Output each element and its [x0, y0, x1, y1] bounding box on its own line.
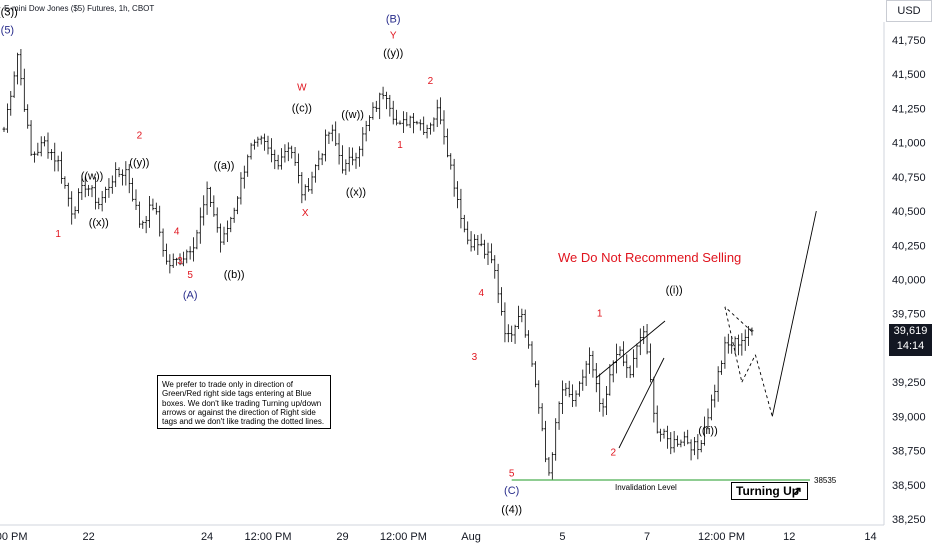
wave-label: (C)	[504, 485, 519, 497]
time-tick-label: 7	[644, 531, 650, 543]
wedge-lower-line	[618, 357, 665, 449]
price-tick-label: 38,500	[892, 480, 926, 492]
wave-label: ((w))	[81, 171, 104, 183]
invalidation-value: 38535	[814, 476, 837, 485]
currency-selector[interactable]: USD	[886, 0, 932, 22]
time-tick-label: 12:00 PM	[698, 531, 745, 543]
wave-label: (A)	[183, 289, 198, 301]
price-tick-label: 39,000	[892, 411, 926, 423]
last-price-tag: 39,619 14:14	[889, 324, 932, 356]
time-tick-label: 14	[864, 531, 876, 543]
time-tick-label: 24	[201, 531, 213, 543]
wave-label: ((4))	[501, 504, 522, 516]
bar-countdown: 14:14	[896, 340, 925, 352]
wave-label: 4	[478, 288, 484, 299]
time-tick-label: 12	[783, 531, 795, 543]
invalidation-label: Invalidation Level	[615, 483, 677, 492]
projection-dotted-segment	[741, 354, 756, 383]
price-tick-label: 40,000	[892, 275, 926, 287]
wave-label: Y	[390, 31, 397, 42]
wave-label: 2	[610, 448, 616, 459]
last-price: 39,619	[893, 325, 928, 337]
price-tick-label: 39,250	[892, 377, 926, 389]
wave-label: (5)	[1, 24, 14, 36]
price-tick-label: 40,250	[892, 240, 926, 252]
time-tick-label: Aug	[461, 531, 481, 543]
candles	[2, 48, 754, 480]
wave-label: ((3))	[0, 6, 18, 18]
price-tick-label: 41,750	[892, 35, 926, 47]
time-tick-label: 5	[559, 531, 565, 543]
time-tick-label: 12:00 PM	[0, 531, 28, 543]
time-tick-label: 22	[82, 531, 94, 543]
price-tick-label: 41,500	[892, 69, 926, 81]
wave-label: ((x))	[346, 187, 366, 199]
annotations: Invalidation Level 38535 We Do Not Recomme…	[511, 210, 837, 492]
wave-label: 1	[397, 140, 403, 151]
arrow-up-right-icon: ↗	[791, 484, 802, 498]
price-tick-label: 39,750	[892, 309, 926, 321]
time-tick-label: 29	[336, 531, 348, 543]
recommendation-text: We Do Not Recommend Selling	[558, 250, 741, 265]
turning-up-label: Turning Up	[736, 484, 800, 498]
wave-label: W	[297, 83, 307, 94]
projection-segment	[771, 210, 817, 417]
wave-label: ((c))	[292, 102, 312, 114]
wave-label: 1	[55, 229, 61, 240]
price-tick-label: 38,250	[892, 514, 926, 526]
projection-dotted-segment	[754, 354, 773, 417]
wave-label: 5	[509, 468, 515, 479]
price-tick-label: 41,000	[892, 138, 926, 150]
chart-title: E-mini Dow Jones ($5) Futures, 1h, CBOT	[4, 4, 155, 13]
wave-labels: ((3))(5)1((w))((x))2((y))435(A)((a))((b)…	[0, 6, 718, 516]
wave-label: ((y))	[129, 157, 149, 169]
wave-label: 2	[428, 76, 434, 87]
price-axis: 38,25038,50038,75039,00039,25039,50039,7…	[883, 22, 926, 526]
trading-note: We prefer to trade only in direction of …	[157, 375, 331, 429]
wave-label: ((x))	[89, 217, 109, 229]
wave-label: ((a))	[214, 160, 235, 172]
wave-label: 4	[174, 226, 180, 237]
wave-label: X	[302, 208, 309, 219]
wave-label: ((i))	[666, 284, 683, 296]
wave-label: 1	[597, 309, 603, 320]
wave-label: 3	[177, 256, 183, 267]
wave-label: 2	[137, 131, 143, 142]
price-tick-label: 40,500	[892, 206, 926, 218]
time-tick-label: 12:00 PM	[244, 531, 291, 543]
turning-up-button[interactable]: Turning Up ↗	[731, 482, 808, 500]
wave-label: ((ii))	[698, 425, 718, 437]
wave-label: (B)	[386, 13, 401, 25]
price-tick-label: 40,750	[892, 172, 926, 184]
wave-label: 3	[472, 352, 478, 363]
wave-label: ((y))	[383, 48, 403, 60]
time-tick-label: 12:00 PM	[380, 531, 427, 543]
wedge-upper-line	[595, 320, 666, 379]
projection-dotted-segment	[724, 306, 743, 383]
wave-label: ((b))	[224, 269, 245, 281]
projection-dotted-segment	[724, 306, 753, 332]
wave-label: 5	[187, 270, 193, 281]
wave-label: ((w))	[341, 109, 364, 121]
time-axis: 12:00 PM 22 24 12:00 PM 29 12:00 PM Aug 5 7 12:00…	[0, 524, 884, 543]
price-tick-label: 41,250	[892, 103, 926, 115]
price-tick-label: 38,750	[892, 446, 926, 458]
